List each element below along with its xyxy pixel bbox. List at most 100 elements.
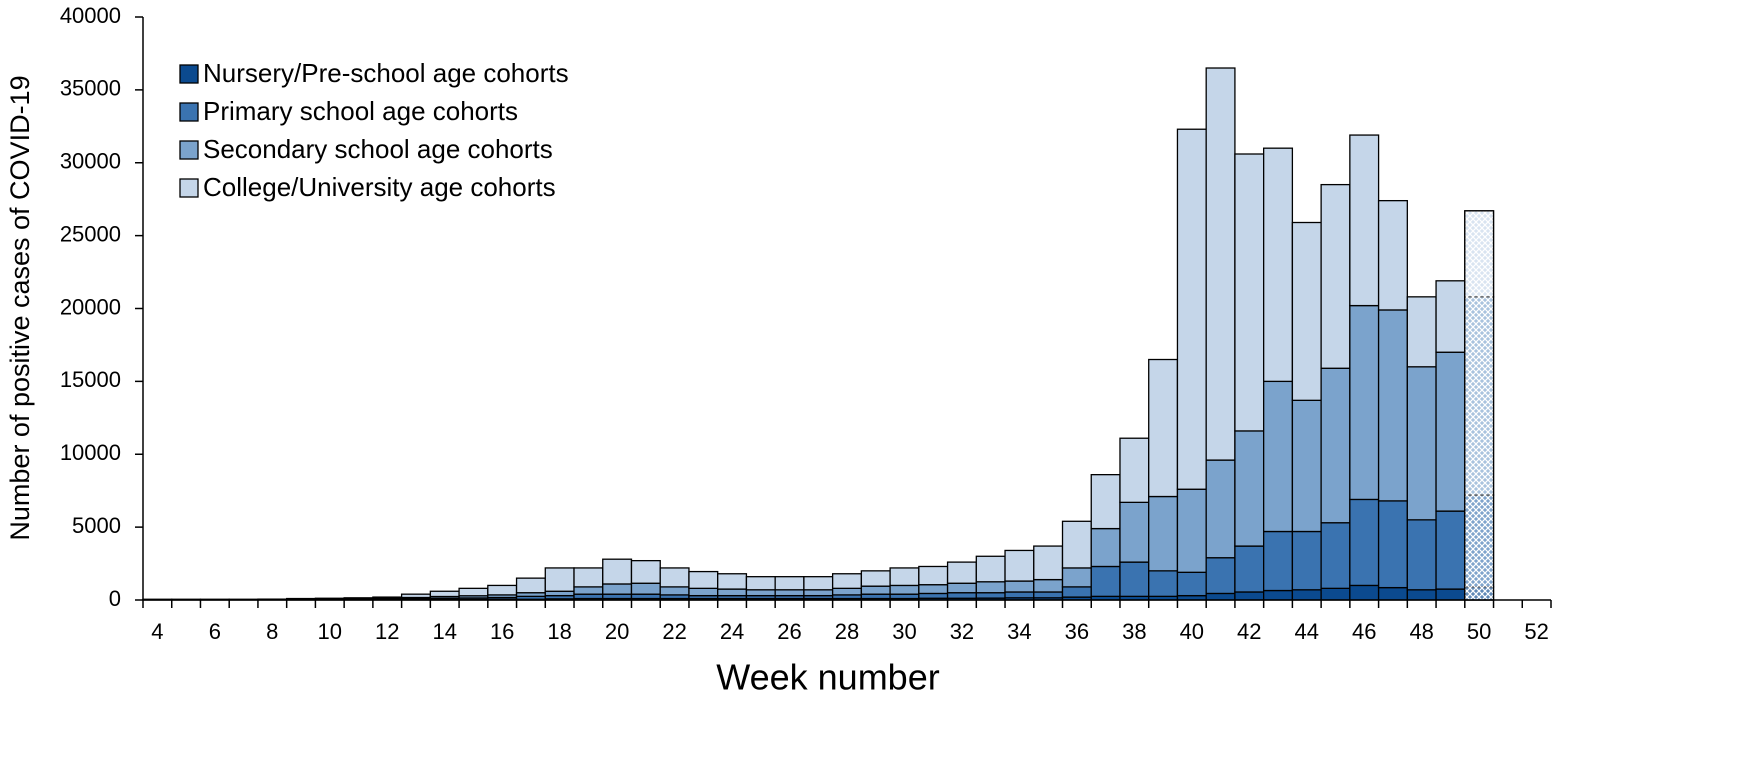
- y-tick-label: 40000: [60, 3, 121, 28]
- bar-segment: [803, 589, 834, 597]
- bar-segment: [544, 567, 575, 592]
- bar-segment: [688, 587, 719, 597]
- bar-segment: [1320, 183, 1351, 369]
- bar-segment: [1234, 591, 1265, 601]
- bar-segment: [860, 585, 891, 595]
- bar-segment: [745, 576, 776, 591]
- bar-segment: [1148, 570, 1179, 598]
- legend-label: College/University age cohorts: [203, 172, 556, 202]
- bar-segment: [1176, 571, 1207, 597]
- x-tick-label: 40: [1180, 619, 1204, 644]
- x-tick-label: 34: [1007, 619, 1031, 644]
- bar-segment: [1205, 67, 1236, 461]
- bar-segment: [975, 555, 1006, 583]
- x-tick-label: 36: [1065, 619, 1089, 644]
- bar-segment: [1205, 557, 1236, 595]
- bar-segment: [1291, 399, 1322, 533]
- bar-segment: [1406, 366, 1437, 521]
- bar-segment: [774, 576, 805, 591]
- y-tick-label: 0: [109, 586, 121, 611]
- x-tick-label: 44: [1295, 619, 1319, 644]
- bar-segment: [1234, 153, 1265, 432]
- bar-segment: [717, 573, 748, 590]
- x-tick-label: 16: [490, 619, 514, 644]
- bar-segment: [1377, 199, 1408, 311]
- bar-segment: [630, 593, 661, 600]
- bar-segment: [717, 588, 748, 597]
- bar-segment: [975, 581, 1006, 594]
- bar-segment: [688, 570, 719, 589]
- bar-segment: [286, 597, 317, 600]
- bar-segment: [602, 583, 633, 595]
- bar-segment: [1205, 459, 1236, 559]
- bar-segment: [1435, 588, 1466, 601]
- bar-segment: [1349, 304, 1380, 501]
- bar-segment: [745, 589, 776, 597]
- bar-segment: [1320, 587, 1351, 601]
- bar-segment: [774, 589, 805, 597]
- bar-segment: [975, 592, 1006, 599]
- x-tick-label: 12: [375, 619, 399, 644]
- y-tick-label: 10000: [60, 440, 121, 465]
- x-tick-label: 4: [151, 619, 163, 644]
- bar-segment: [314, 597, 345, 600]
- y-tick-label: 15000: [60, 367, 121, 392]
- x-tick-label: 22: [662, 619, 686, 644]
- bar-segment: [1234, 430, 1265, 547]
- bar-segment: [1435, 280, 1466, 353]
- provisional-hatch: [1464, 210, 1495, 601]
- bar-segment: [1406, 519, 1437, 591]
- bar-segment: [573, 586, 604, 595]
- bar-segment: [1406, 296, 1437, 368]
- bar-segment: [1263, 530, 1294, 592]
- bar-segment: [1291, 589, 1322, 601]
- y-tick-label: 35000: [60, 76, 121, 101]
- bar-segment: [1263, 589, 1294, 601]
- bar-segment: [1004, 549, 1035, 582]
- bar-segment: [946, 561, 977, 584]
- bar-segment: [1148, 358, 1179, 498]
- bar-segment: [1090, 474, 1121, 530]
- bar-segment: [1291, 221, 1322, 401]
- bar-segment: [1435, 351, 1466, 512]
- bar-segment: [573, 593, 604, 600]
- bar-segment: [1176, 128, 1207, 490]
- legend-swatch: [179, 178, 199, 198]
- bar-segment: [1263, 147, 1294, 383]
- bar-segment: [1061, 586, 1092, 598]
- x-tick-label: 46: [1352, 619, 1376, 644]
- bar-segment: [1349, 134, 1380, 307]
- x-tick-label: 26: [777, 619, 801, 644]
- bar-segment: [544, 590, 575, 597]
- legend-label: Nursery/Pre-school age cohorts: [203, 58, 569, 88]
- bar-segment: [1033, 591, 1064, 599]
- x-tick-label: 32: [950, 619, 974, 644]
- x-tick-label: 28: [835, 619, 859, 644]
- bar-segment: [487, 584, 518, 596]
- bar-segment: [659, 586, 690, 596]
- bar-segment: [630, 582, 661, 595]
- bar-segment: [458, 587, 489, 597]
- x-tick-label: 30: [892, 619, 916, 644]
- bar-segment: [1377, 309, 1408, 502]
- bar-segment: [400, 593, 431, 599]
- bar-segment: [1320, 367, 1351, 524]
- x-tick-label: 38: [1122, 619, 1146, 644]
- legend-label: Secondary school age cohorts: [203, 134, 553, 164]
- bar-segment: [1004, 591, 1035, 599]
- bar-segment: [889, 593, 920, 600]
- x-tick-label: 42: [1237, 619, 1261, 644]
- y-tick-label: 25000: [60, 221, 121, 246]
- y-axis-title: Number of positive cases of COVID-19: [5, 75, 35, 540]
- bar-segment: [1406, 589, 1437, 601]
- x-tick-label: 24: [720, 619, 744, 644]
- bar-segment: [831, 587, 863, 596]
- bar-segment: [1234, 545, 1265, 593]
- bar-segment: [946, 592, 977, 599]
- bar-segment: [946, 582, 977, 594]
- bar-segment: [1004, 580, 1035, 593]
- y-tick-label: 30000: [60, 149, 121, 174]
- x-tick-label: 20: [605, 619, 629, 644]
- bar-segment: [1061, 520, 1092, 569]
